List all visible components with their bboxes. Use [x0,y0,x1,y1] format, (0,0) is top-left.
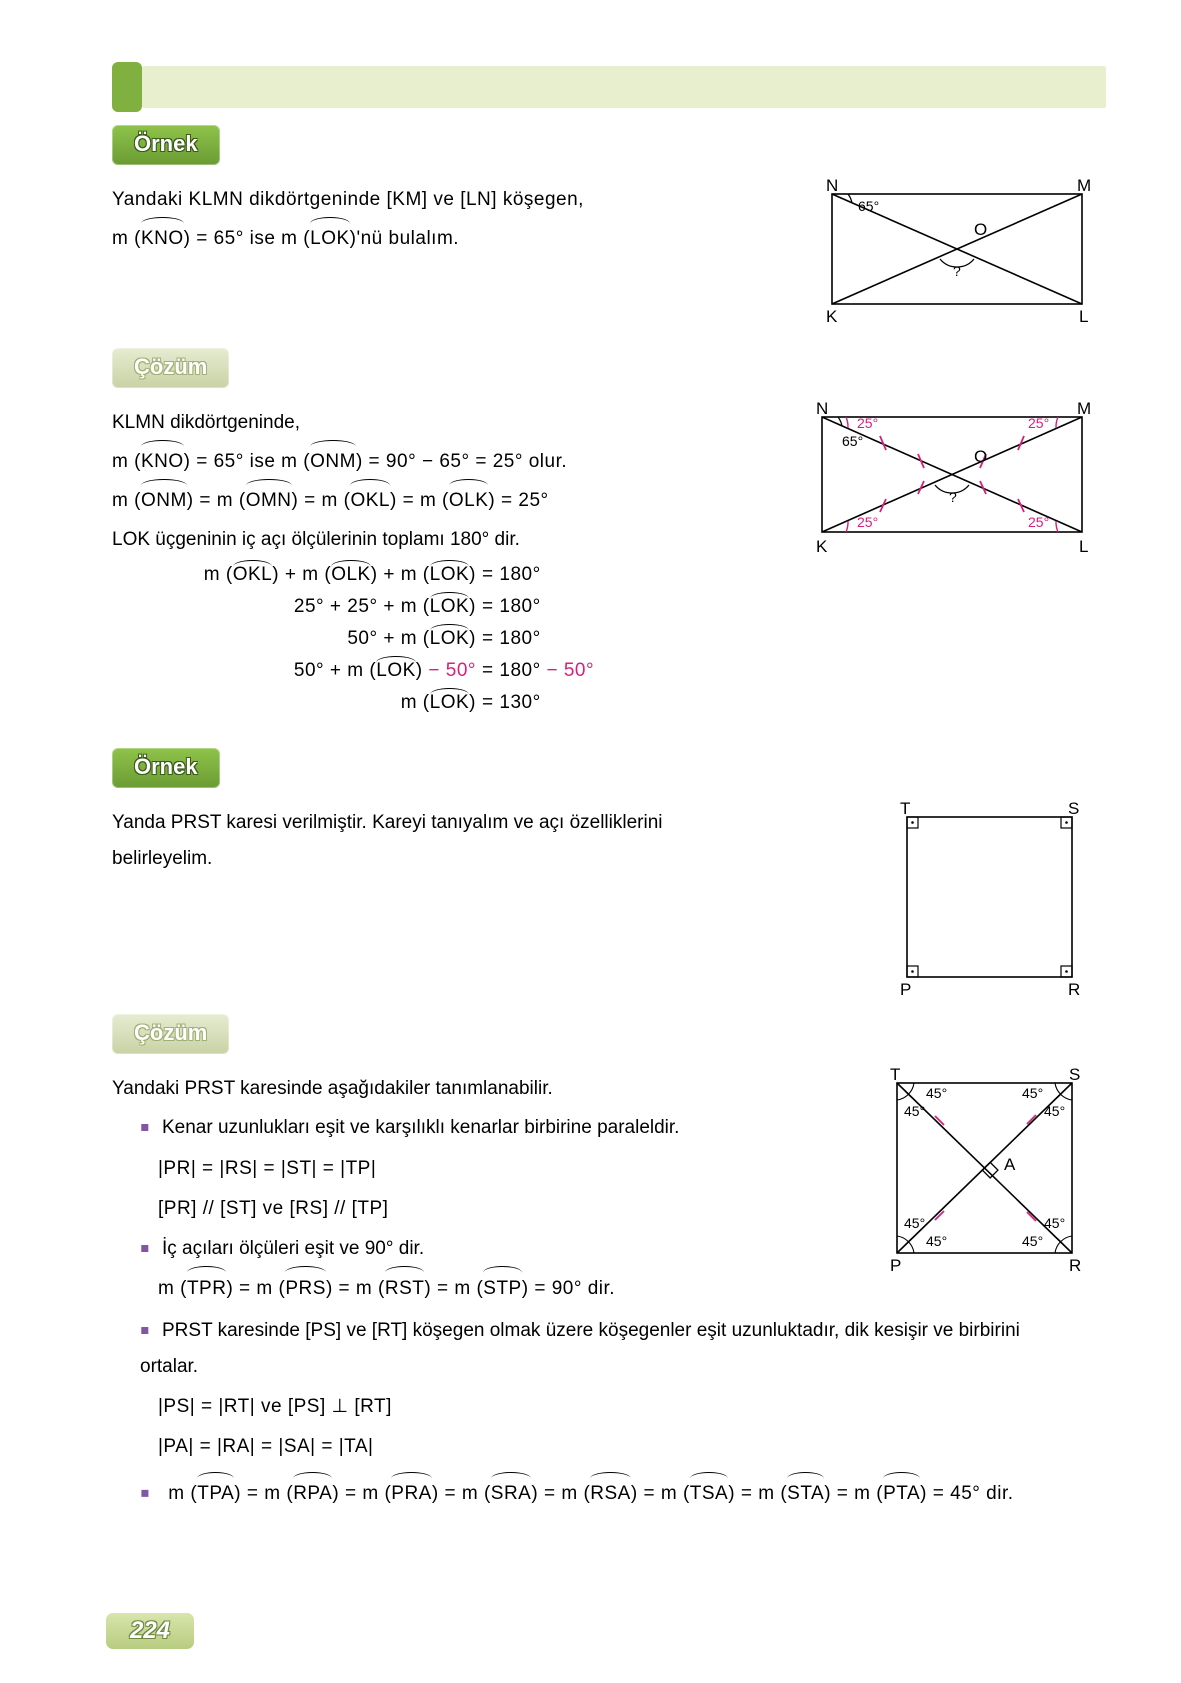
svg-text:L: L [1079,537,1088,556]
cozum-badge-1: Çözüm [112,348,229,388]
sol1-l1: m (KNO) = 65° ise m (ONM) = 90° − 65° = … [112,444,778,480]
sol2-b1eq2: [PR] // [ST] ve [RS] // [TP] [158,1190,848,1228]
svg-text:65°: 65° [858,198,879,214]
sol2-b3eq1: |PS| = |RT| ve [PS] ⊥ [RT] [158,1388,1102,1426]
svg-text:25°: 25° [1028,514,1049,530]
svg-text:S: S [1068,802,1079,818]
cozum-badge-2: Çözüm [112,1014,229,1054]
svg-text:N: N [826,179,838,195]
svg-text:45°: 45° [904,1103,925,1119]
svg-text:45°: 45° [1022,1085,1043,1101]
svg-text:O: O [974,220,987,239]
svg-text:L: L [1079,307,1088,326]
page-content: Örnek Yandaki KLMN dikdörtgeninde [KM] v… [112,125,1102,1515]
figure-2: 65° 25° 25° 25° 25° ? [802,402,1102,562]
svg-text:?: ? [953,263,961,279]
svg-text:T: T [900,802,910,818]
svg-text:45°: 45° [904,1215,925,1231]
page-number: 224 [106,1613,194,1649]
sol2-b1eq1: |PR| = |RS| = |ST| = |TP| [158,1150,848,1188]
sec1-line1: Yandaki KLMN dikdörtgeninde [KM] ve [LN]… [112,182,788,218]
sol2-intro: Yandaki PRST karesinde aşağıdakiler tanı… [112,1071,848,1107]
sol2-b3: ◆PRST karesinde [PS] ve [RT] köşegen olm… [140,1313,1080,1385]
svg-text:45°: 45° [1022,1233,1043,1249]
svg-text:25°: 25° [1028,415,1049,431]
ornek-badge-2: Örnek [112,748,220,788]
svg-text:K: K [816,537,828,556]
svg-text:25°: 25° [857,415,878,431]
sec3-text: Yanda PRST karesi verilmiştir. Kareyi ta… [112,805,732,877]
svg-text:S: S [1069,1068,1080,1084]
figure-1: 65° ? N M K L O [812,179,1102,334]
svg-text:25°: 25° [857,514,878,530]
svg-text:45°: 45° [926,1233,947,1249]
svg-text:M: M [1077,179,1091,195]
sol1-intro: KLMN dikdörtgeninde, [112,405,778,441]
ornek-badge-1: Örnek [112,125,220,165]
svg-text:45°: 45° [1044,1215,1065,1231]
svg-text:M: M [1077,402,1091,418]
sol2-b2: ◆İç açıları ölçüleri eşit ve 90° dir. [140,1231,848,1267]
top-green-bar [142,66,1106,108]
svg-text:45°: 45° [926,1085,947,1101]
figure-3: T S P R [882,802,1102,1002]
svg-text:K: K [826,307,838,326]
svg-text:45°: 45° [1044,1103,1065,1119]
sol1-equations: m (OKL) + m (OLK) + m (LOK) = 180° 25° +… [112,564,778,714]
svg-text:T: T [890,1068,900,1084]
svg-text:?: ? [949,489,957,505]
side-tab [112,62,142,112]
svg-text:R: R [1069,1256,1081,1275]
figure-4: 45° 45° 45° 45° 45° 45° 45° 45° A [872,1068,1102,1278]
sol2-b3eq2: |PA| = |RA| = |SA| = |TA| [158,1428,1102,1466]
svg-text:A: A [1004,1155,1016,1174]
sol2-b1: ◆Kenar uzunlukları eşit ve karşılıklı ke… [140,1110,848,1146]
svg-text:N: N [816,402,828,418]
sol2-b2eq: m (TPR) = m (PRS) = m (RST) = m (STP) = … [158,1270,848,1308]
svg-text:P: P [890,1256,901,1275]
svg-text:R: R [1068,980,1080,999]
svg-text:O: O [974,447,987,466]
sol1-l2: m (ONM) = m (OMN) = m (OKL) = m (OLK) = … [112,483,778,519]
sol1-l3: LOK üçgeninin iç açı ölçülerinin toplamı… [112,522,778,558]
sol2-b4: ◆ m (TPA) = m (RPA) = m (PRA) = m (SRA) … [140,1476,1102,1512]
sec1-line2: m (KNO) = 65° ise m (LOK)'nü bulalım. [112,221,788,257]
svg-text:65°: 65° [842,433,863,449]
svg-text:P: P [900,980,911,999]
